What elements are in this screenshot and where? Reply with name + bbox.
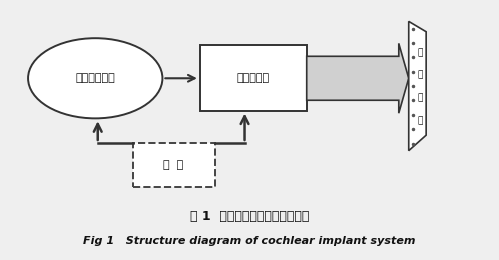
Text: 电  源: 电 源 (164, 160, 184, 170)
Text: 阵: 阵 (417, 93, 423, 102)
Text: 电: 电 (417, 48, 423, 57)
Text: 图 1  电子耳蜗植入装置系统框图: 图 1 电子耳蜗植入装置系统框图 (190, 210, 309, 223)
Text: 极: 极 (417, 71, 423, 80)
Ellipse shape (28, 38, 162, 118)
Text: Fig 1   Structure diagram of cochlear implant system: Fig 1 Structure diagram of cochlear impl… (83, 236, 416, 246)
Polygon shape (307, 43, 409, 113)
Polygon shape (409, 21, 426, 151)
Text: 刺激器模块: 刺激器模块 (237, 73, 270, 83)
Text: 列: 列 (417, 116, 423, 125)
Text: 无线接收模块: 无线接收模块 (75, 73, 115, 83)
FancyBboxPatch shape (133, 143, 215, 187)
FancyBboxPatch shape (200, 45, 307, 110)
